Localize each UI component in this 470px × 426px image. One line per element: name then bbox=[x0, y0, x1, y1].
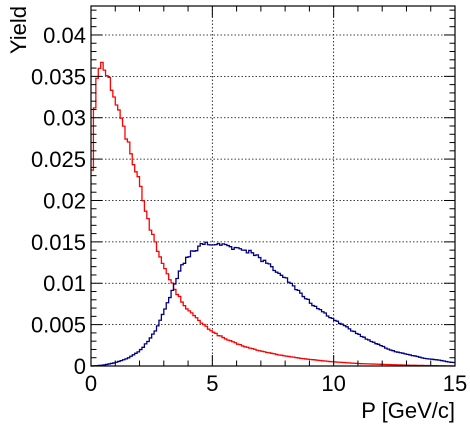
y-tick-label: 0.04 bbox=[43, 23, 86, 48]
y-tick-label: 0.005 bbox=[31, 313, 86, 338]
x-tick-label: 15 bbox=[443, 371, 467, 396]
y-tick-label: 0.025 bbox=[31, 147, 86, 172]
histogram-series-2 bbox=[91, 241, 455, 367]
y-tick-label: 0 bbox=[74, 354, 86, 379]
y-axis-title: Yield bbox=[6, 6, 31, 54]
histogram-series-1 bbox=[91, 61, 455, 367]
y-tick-label: 0.01 bbox=[43, 271, 86, 296]
grid-layer bbox=[91, 6, 455, 366]
y-tick-label: 0.035 bbox=[31, 64, 86, 89]
y-tick-label: 0.02 bbox=[43, 188, 86, 213]
x-tick-label: 10 bbox=[321, 371, 345, 396]
series-layer bbox=[91, 61, 455, 367]
y-tick-label: 0.015 bbox=[31, 230, 86, 255]
x-tick-label: 0 bbox=[85, 371, 97, 396]
y-tick-label: 0.03 bbox=[43, 106, 86, 131]
plot-frame bbox=[90, 5, 456, 367]
x-axis-title: P [GeV/c] bbox=[361, 398, 455, 423]
ticks-layer: 0 5 10 15 0 0.005 0.01 0.015 0.02 0.025 0.03 0.035 0… bbox=[31, 6, 467, 396]
x-tick-label: 5 bbox=[206, 371, 218, 396]
